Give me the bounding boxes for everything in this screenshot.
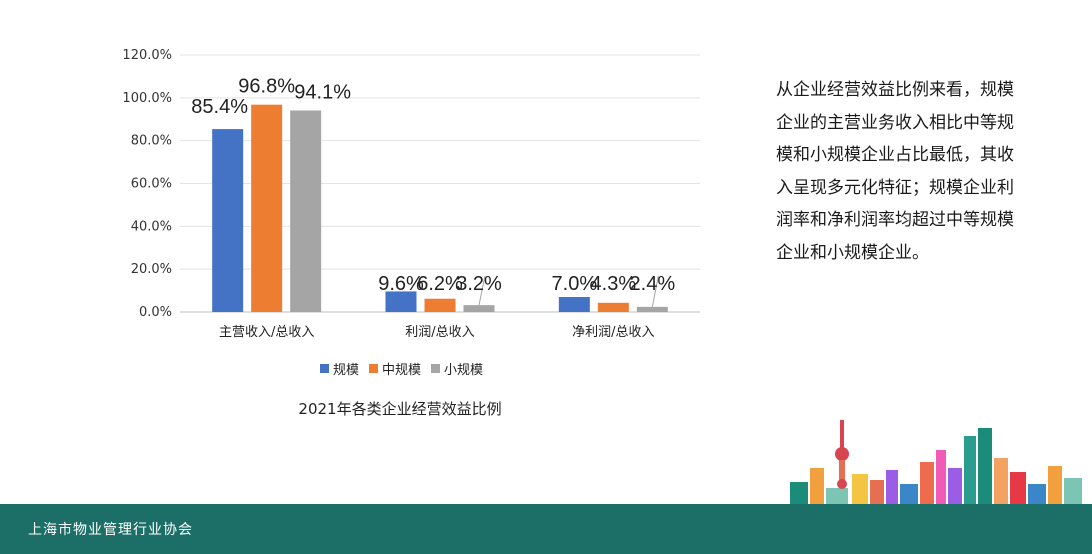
bar [290, 110, 322, 312]
legend-label: 中规模 [382, 362, 422, 378]
data-labels: 85.4%96.8% 94.1% 9.6%6.2%3.2% 7.0%4.3%2.4% [191, 76, 675, 307]
chart-title: 2021年各类企业经营效益比例 [298, 400, 502, 418]
y-tick-label: 80.0% [131, 134, 172, 149]
legend-label: 小规模 [444, 362, 484, 378]
legend-item: 规模 [320, 359, 359, 378]
data-label: 85.4% [191, 96, 248, 118]
y-tick-label: 60.0% [131, 177, 172, 192]
organization-name: 上海市物业管理行业协会 [28, 522, 193, 538]
footer-bar: 上海市物业管理行业协会 [0, 504, 1092, 554]
y-tick-label: 20.0% [131, 262, 172, 277]
data-label: 94.1% [294, 81, 351, 103]
bar [463, 305, 495, 312]
legend-item: 小规模 [431, 359, 483, 378]
x-tick-label: 主营收入/总收入 [219, 325, 314, 340]
bar [636, 306, 668, 312]
data-label: 3.2% [456, 273, 502, 295]
data-label: 7.0% [552, 273, 598, 295]
legend-swatch [431, 363, 441, 373]
bar [251, 104, 283, 312]
bar [212, 129, 244, 312]
legend-item: 中规模 [369, 359, 421, 378]
bar-chart: 0.0% 20.0% 40.0% 60.0% 80.0% 100.0% 120.0% 85.… [122, 48, 700, 340]
legend-label: 规模 [333, 362, 360, 378]
leader-line [651, 275, 659, 307]
y-tick-label: 0.0% [139, 305, 172, 320]
data-label: 9.6% [378, 273, 424, 295]
data-label: 2.4% [630, 273, 676, 295]
data-label: 6.2% [417, 273, 463, 295]
city-skyline-illustration [790, 420, 1082, 504]
x-tick-label: 利润/总收入 [405, 325, 474, 340]
legend-swatch [320, 363, 329, 373]
bar [597, 302, 629, 312]
bar [385, 291, 417, 312]
data-label: 4.3% [591, 273, 637, 295]
x-tick-label: 净利润/总收入 [572, 325, 654, 340]
leader-line [478, 275, 486, 306]
y-axis: 0.0% 20.0% 40.0% 60.0% 80.0% 100.0% 120.0% [122, 48, 172, 320]
bar [424, 298, 456, 312]
bars [212, 104, 668, 312]
x-axis: 主营收入/总收入 利润/总收入 净利润/总收入 [219, 325, 655, 340]
y-tick-label: 120.0% [122, 48, 172, 63]
y-tick-label: 40.0% [131, 219, 172, 234]
summary-paragraph: 从企业经营效益比例来看，规模企业的主营业务收入相比中等规模和小规模企业占比最低，… [776, 80, 1014, 263]
bar [558, 297, 590, 312]
legend-swatch [369, 363, 379, 373]
y-tick-label: 100.0% [122, 91, 172, 106]
data-label: 96.8% [238, 76, 295, 98]
chart-legend: 规模 中规模 小规模 [320, 359, 493, 378]
